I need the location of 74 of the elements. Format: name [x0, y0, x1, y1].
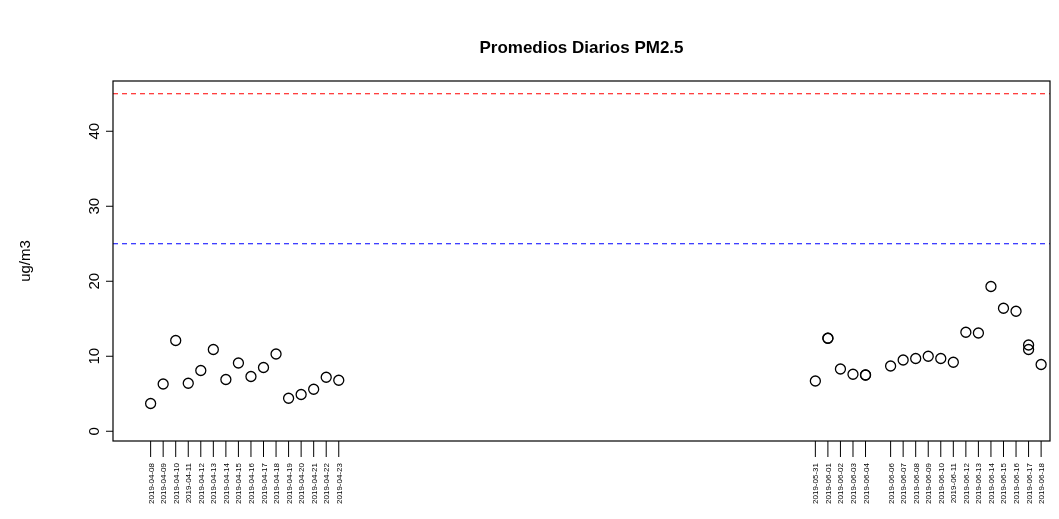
point [834, 363, 847, 375]
x-tick-label: 2019-04-15 [234, 462, 244, 504]
point [270, 348, 282, 360]
point [207, 343, 219, 356]
x-tick-label: 2019-06-12 [961, 462, 971, 504]
y-axis-title: ug/m3 [16, 240, 33, 282]
x-tick-label: 2019-06-07 [899, 462, 909, 504]
x-tick-label: 2019-04-08 [146, 462, 156, 504]
point [220, 373, 232, 386]
x-tick-label: 2019-04-11 [184, 462, 194, 504]
x-tick-label: 2019-04-09 [159, 462, 169, 504]
point [884, 360, 897, 372]
point [1022, 343, 1035, 356]
point [257, 361, 270, 374]
point [847, 368, 859, 380]
point [282, 392, 295, 404]
x-tick-label: 2019-06-14 [986, 462, 996, 504]
point [320, 371, 332, 383]
x-tick-label: 2019-06-04 [861, 462, 871, 504]
y-tick-label: 40 [85, 122, 102, 140]
chart-title: Promedios Diarios PM2.5 [479, 38, 684, 57]
x-tick-label: 2019-06-01 [823, 462, 833, 504]
x-tick-label: 2019-06-09 [924, 462, 934, 504]
x-tick-label: 2019-06-17 [1024, 462, 1034, 504]
point [1022, 339, 1035, 351]
point [960, 326, 972, 338]
y-tick-label: 30 [85, 197, 102, 215]
x-tick-label: 2019-06-06 [886, 462, 896, 504]
x-tick-label: 2019-05-31 [811, 462, 821, 504]
y-tick-label: 0 [85, 427, 102, 436]
point [809, 375, 822, 387]
x-tick-label: 2019-06-10 [936, 462, 946, 504]
x-tick-label: 2019-04-17 [259, 462, 269, 504]
x-tick-label: 2019-04-10 [171, 462, 181, 504]
point [910, 352, 922, 365]
point [972, 327, 985, 339]
x-tick-label: 2019-04-19 [284, 462, 294, 504]
x-tick-label: 2019-04-13 [209, 462, 219, 504]
x-tick-label: 2019-06-16 [1012, 462, 1022, 504]
x-tick-label: 2019-06-08 [911, 462, 921, 504]
point [182, 377, 194, 389]
point [170, 334, 182, 347]
x-tick-label: 2019-04-20 [297, 462, 307, 504]
x-tick-label: 2019-06-11 [949, 462, 959, 504]
x-tick-label: 2019-04-16 [246, 462, 256, 504]
x-tick-label: 2019-04-14 [221, 462, 231, 504]
point [232, 357, 245, 369]
point [295, 388, 307, 401]
y-tick-label: 20 [85, 272, 102, 290]
point [997, 302, 1010, 314]
x-tick-label: 2019-04-18 [272, 462, 282, 504]
point [195, 364, 207, 377]
point [897, 354, 909, 366]
x-tick-label: 2019-04-21 [309, 462, 319, 504]
point [947, 356, 959, 368]
x-tick-label: 2019-04-23 [334, 462, 344, 504]
x-tick-label: 2019-06-13 [974, 462, 984, 504]
point [1035, 358, 1047, 371]
x-tick-label: 2019-06-15 [999, 462, 1009, 504]
x-tick-label: 2019-04-12 [196, 462, 206, 504]
point [144, 397, 157, 410]
x-tick-label: 2019-04-22 [322, 462, 332, 504]
point [308, 383, 320, 395]
point [985, 280, 997, 293]
x-tick-label: 2019-06-03 [848, 462, 858, 504]
point [157, 378, 169, 390]
x-tick-label: 2019-06-18 [1037, 462, 1047, 504]
point [935, 352, 947, 365]
point [333, 374, 345, 386]
point [245, 370, 257, 383]
y-tick-label: 10 [85, 347, 102, 365]
x-tick-label: 2019-06-02 [836, 462, 846, 504]
point [922, 350, 934, 362]
point [1010, 305, 1022, 317]
